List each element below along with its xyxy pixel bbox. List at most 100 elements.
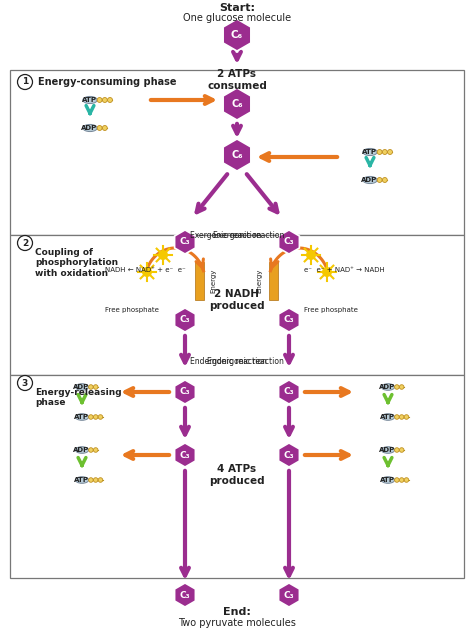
Text: C₃: C₃ [283,451,294,460]
Polygon shape [174,230,195,254]
Text: 2: 2 [22,239,28,248]
Text: Endergonic reaction: Endergonic reaction [207,358,284,367]
Circle shape [18,236,33,250]
Circle shape [306,250,316,260]
Circle shape [394,385,399,389]
Text: C₃: C₃ [283,237,294,246]
Text: Exergonic reaction: Exergonic reaction [190,232,261,241]
Circle shape [388,150,392,154]
Circle shape [93,415,98,419]
Text: Exergonic reaction: Exergonic reaction [213,232,284,241]
Text: Energy-releasing
phase: Energy-releasing phase [35,388,122,408]
Circle shape [142,267,152,277]
Ellipse shape [75,477,89,483]
Circle shape [377,150,382,154]
Circle shape [377,177,382,182]
Bar [10,70,464,235]
Polygon shape [223,139,251,171]
Circle shape [400,448,404,452]
Polygon shape [279,380,300,404]
Text: Energy: Energy [210,269,216,293]
Ellipse shape [75,447,89,453]
Circle shape [18,376,33,390]
Text: ATP: ATP [74,414,89,420]
Text: ADP: ADP [379,384,395,390]
Bar [10,235,464,375]
Text: e⁻  e⁻ + NAD⁺ → NADH: e⁻ e⁻ + NAD⁺ → NADH [304,267,385,273]
Circle shape [89,385,93,389]
Circle shape [404,477,409,483]
Circle shape [98,415,103,419]
Circle shape [394,415,399,419]
Text: C₃: C₃ [180,451,191,460]
Polygon shape [279,230,300,254]
Ellipse shape [382,384,394,390]
Polygon shape [279,443,300,467]
Text: ADP: ADP [73,384,90,390]
Text: End:: End: [223,607,251,617]
Circle shape [89,415,93,419]
Circle shape [89,477,93,483]
Text: C₃: C₃ [180,591,191,600]
Text: ATP: ATP [380,414,395,420]
Text: ADP: ADP [73,447,90,453]
Circle shape [108,97,112,102]
Circle shape [400,385,404,389]
Text: C₃: C₃ [283,387,294,397]
Circle shape [89,448,93,452]
Circle shape [400,477,404,483]
Text: Free phosphate: Free phosphate [304,307,358,313]
Bar [270,262,279,300]
Circle shape [400,415,404,419]
Text: ATP: ATP [380,477,395,483]
Polygon shape [174,380,195,404]
Text: 2 NADH
produced: 2 NADH produced [209,289,265,311]
Text: C₆: C₆ [231,99,243,109]
Text: 4 ATPs
produced: 4 ATPs produced [209,464,265,486]
Ellipse shape [83,97,97,104]
Text: Free phosphate: Free phosphate [105,307,159,313]
Text: ATP: ATP [362,149,377,155]
Circle shape [102,125,107,131]
Polygon shape [174,583,195,607]
Text: ADP: ADP [379,447,395,453]
Text: Start:: Start: [219,3,255,13]
Ellipse shape [363,177,377,184]
Circle shape [383,177,387,182]
Ellipse shape [382,447,394,453]
Circle shape [97,125,102,131]
Polygon shape [223,88,251,120]
Circle shape [93,385,98,389]
Circle shape [102,97,107,102]
Circle shape [97,97,102,102]
Text: C₃: C₃ [283,591,294,600]
Circle shape [158,250,168,260]
Polygon shape [279,583,300,607]
Text: C₃: C₃ [180,387,191,397]
Ellipse shape [83,124,97,132]
Circle shape [98,477,103,483]
Bar [195,262,204,300]
Text: Energy: Energy [256,269,262,293]
Text: C₆: C₆ [231,150,243,160]
Text: Energy-consuming phase: Energy-consuming phase [38,77,176,87]
Circle shape [404,415,409,419]
Ellipse shape [75,384,89,390]
Circle shape [394,448,399,452]
Text: 2 ATPs
consumed: 2 ATPs consumed [207,69,267,91]
Text: C₃: C₃ [283,316,294,324]
Text: One glucose molecule: One glucose molecule [183,13,291,23]
Text: 3: 3 [22,378,28,387]
Polygon shape [174,308,195,332]
Text: ADP: ADP [81,125,98,131]
Circle shape [18,74,33,90]
Text: C₃: C₃ [180,237,191,246]
Text: NADH ← NAD⁺ + e⁻  e⁻: NADH ← NAD⁺ + e⁻ e⁻ [105,267,186,273]
Polygon shape [223,19,251,51]
Text: Endergonic reaction: Endergonic reaction [190,358,267,367]
Ellipse shape [75,413,89,420]
Text: Coupling of
phosphorylation
with oxidation: Coupling of phosphorylation with oxidati… [35,248,118,278]
Bar [10,375,464,578]
Polygon shape [174,443,195,467]
Circle shape [394,477,399,483]
